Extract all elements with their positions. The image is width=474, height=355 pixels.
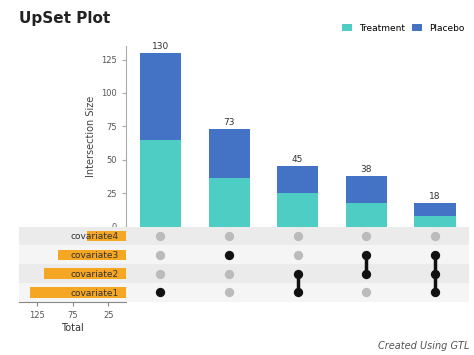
Bar: [30, 287, 126, 297]
Text: Created Using GTL: Created Using GTL: [378, 342, 469, 351]
Bar: [126, 264, 469, 283]
Bar: [277, 193, 319, 226]
Bar: [346, 202, 387, 226]
Text: 38: 38: [361, 165, 372, 174]
Bar: [414, 216, 456, 226]
Bar: [19, 245, 126, 264]
Bar: [58, 250, 126, 260]
Text: 18: 18: [429, 191, 441, 201]
Bar: [126, 245, 469, 264]
Point: [225, 233, 233, 239]
Point: [363, 271, 370, 277]
Bar: [277, 166, 319, 193]
Text: 73: 73: [223, 118, 235, 127]
Point: [363, 290, 370, 295]
Point: [157, 290, 164, 295]
Point: [431, 271, 439, 277]
Point: [431, 233, 439, 239]
Bar: [44, 268, 126, 279]
Point: [225, 271, 233, 277]
Text: 130: 130: [152, 42, 169, 51]
Text: 45: 45: [292, 155, 303, 164]
Point: [225, 252, 233, 258]
Bar: [209, 179, 250, 226]
Point: [294, 252, 301, 258]
Bar: [19, 226, 126, 245]
Bar: [126, 283, 469, 302]
Bar: [87, 231, 126, 241]
Text: UpSet Plot: UpSet Plot: [19, 11, 110, 26]
Point: [157, 233, 164, 239]
Bar: [140, 53, 181, 140]
Bar: [414, 202, 456, 216]
Bar: [19, 283, 126, 302]
Point: [363, 233, 370, 239]
Bar: [209, 129, 250, 179]
Point: [294, 233, 301, 239]
Bar: [19, 264, 126, 283]
Point: [157, 271, 164, 277]
Legend: Treatment, Placebo: Treatment, Placebo: [338, 20, 468, 36]
Bar: [346, 176, 387, 202]
Point: [363, 252, 370, 258]
Point: [431, 290, 439, 295]
Point: [157, 252, 164, 258]
Bar: [140, 140, 181, 226]
Point: [294, 290, 301, 295]
Y-axis label: Intersection Size: Intersection Size: [86, 96, 96, 177]
Point: [294, 271, 301, 277]
Bar: [126, 226, 469, 245]
Point: [225, 290, 233, 295]
Point: [431, 252, 439, 258]
X-axis label: Total: Total: [61, 323, 84, 333]
